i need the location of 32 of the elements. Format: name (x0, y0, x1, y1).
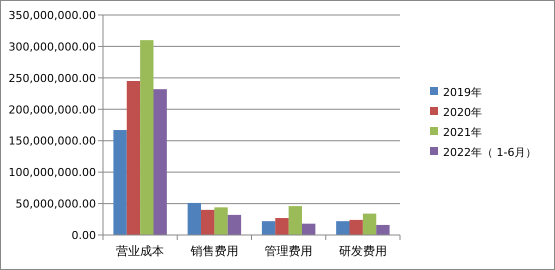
bar (362, 214, 376, 235)
y-tick-label: 0.00 (72, 229, 96, 242)
bar (153, 89, 167, 235)
bar (201, 210, 214, 235)
y-tick-label: 100,000,000.00 (8, 166, 96, 180)
legend-label: 2020年 (443, 106, 482, 119)
legend-label: 2021年 (443, 126, 482, 139)
y-tick-label: 250,000,000.00 (8, 72, 96, 85)
y-tick-label: 300,000,000.00 (8, 40, 96, 54)
bar (350, 220, 363, 235)
bar (228, 214, 242, 235)
x-tick-label: 研发费用 (338, 244, 387, 258)
x-tick-label: 营业成本 (116, 244, 164, 258)
bar (262, 221, 276, 235)
bar (113, 130, 127, 235)
bar (140, 40, 154, 235)
bar (288, 206, 302, 235)
y-tick-label: 350,000,000.00 (8, 9, 96, 22)
legend-label: 2019年 (443, 86, 482, 99)
bar (302, 224, 316, 235)
bar (336, 221, 350, 235)
y-tick-label: 200,000,000.00 (8, 103, 96, 116)
bar (376, 224, 390, 235)
legend-label: 2022年（ 1-6月） (443, 146, 536, 159)
bar (188, 202, 202, 235)
bar (126, 81, 140, 235)
y-tick-label: 150,000,000.00 (8, 134, 96, 148)
bar (214, 207, 228, 235)
x-tick-label: 销售费用 (189, 244, 238, 258)
x-tick-label: 管理费用 (264, 244, 313, 258)
bar (275, 218, 289, 235)
y-tick-label: 50,000,000.00 (16, 198, 96, 211)
